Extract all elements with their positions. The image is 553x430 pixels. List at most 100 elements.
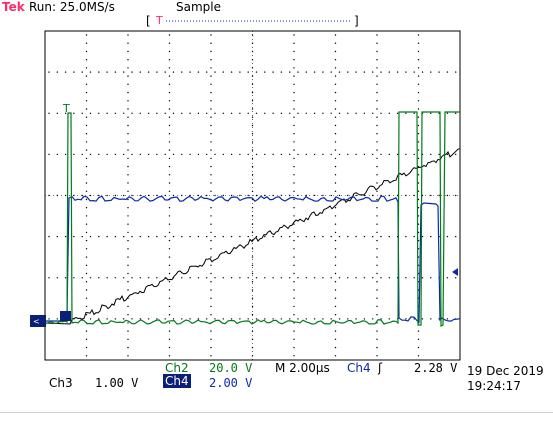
grid-dot bbox=[255, 71, 258, 73]
grid-dot bbox=[255, 153, 258, 156]
grid-dot bbox=[438, 153, 440, 156]
grid-dot bbox=[376, 182, 378, 184]
grid-dot bbox=[147, 235, 150, 238]
grid-dot bbox=[334, 289, 337, 291]
grid-dot bbox=[297, 277, 299, 279]
ch3-ramp-trace bbox=[44, 148, 461, 325]
grid-dot bbox=[131, 71, 133, 73]
grid-dot bbox=[85, 215, 88, 217]
grid-dot bbox=[334, 83, 337, 86]
grid-dot bbox=[293, 215, 295, 217]
grid-dot bbox=[421, 71, 424, 73]
grid-dot bbox=[197, 112, 200, 115]
grid-dot bbox=[56, 235, 58, 238]
grid-dot bbox=[251, 272, 254, 275]
grid-dot bbox=[210, 330, 212, 332]
grid-dot bbox=[372, 235, 374, 238]
grid-dot bbox=[455, 194, 457, 197]
grid-dot bbox=[334, 207, 337, 209]
grid-dot bbox=[85, 330, 88, 332]
grid-dot bbox=[322, 194, 324, 197]
grid-dot bbox=[330, 112, 332, 115]
grid-dot bbox=[413, 194, 415, 197]
grid-dot bbox=[455, 112, 457, 115]
grid-dot bbox=[405, 112, 407, 115]
ch4-scale: 2.00 V bbox=[209, 376, 253, 390]
grid-dot bbox=[210, 174, 212, 176]
grid-dot bbox=[330, 194, 332, 197]
grid-dot bbox=[334, 91, 337, 94]
grid-dot bbox=[210, 223, 212, 225]
grid-dot bbox=[81, 112, 83, 115]
grid-dot bbox=[334, 190, 337, 192]
grid-dot bbox=[131, 112, 133, 115]
grid-dot bbox=[334, 305, 337, 308]
grid-dot bbox=[334, 42, 337, 44]
grid-dot bbox=[181, 71, 183, 73]
ch3-ground-marker[interactable]: < bbox=[30, 315, 46, 327]
grid-dot bbox=[168, 108, 171, 110]
grid-dot bbox=[168, 75, 171, 77]
grid-dot bbox=[430, 71, 432, 73]
grid-dot bbox=[455, 71, 457, 73]
grid-dot bbox=[131, 235, 133, 238]
grid-dot bbox=[376, 174, 378, 176]
grid-dot bbox=[123, 153, 125, 156]
grid-dot bbox=[251, 305, 254, 308]
grid-dot bbox=[210, 256, 212, 258]
grid-dot bbox=[347, 277, 349, 279]
trigger-position-bracket: [ ] T bbox=[146, 14, 359, 28]
grid-dot bbox=[347, 153, 349, 156]
grid-dot bbox=[417, 157, 420, 160]
grid-dot bbox=[313, 194, 316, 197]
grid-dot bbox=[164, 153, 166, 156]
grid-dot bbox=[197, 194, 200, 197]
grid-dot bbox=[106, 194, 108, 197]
grid-dot bbox=[334, 215, 337, 217]
ch2-scale: 20.0 V bbox=[209, 361, 253, 375]
grid-dot bbox=[355, 277, 357, 279]
grid-dot bbox=[239, 194, 241, 197]
grid-dot bbox=[251, 264, 254, 266]
grid-dot bbox=[89, 71, 92, 73]
grid-dot bbox=[123, 71, 125, 73]
grid-dot bbox=[85, 223, 88, 225]
grid-dot bbox=[210, 34, 212, 36]
grid-dot bbox=[127, 198, 129, 201]
grid-dot bbox=[210, 108, 212, 110]
grid-dot bbox=[127, 133, 129, 135]
grid-dot bbox=[417, 59, 420, 61]
grid-dot bbox=[405, 277, 407, 279]
grid-dot bbox=[127, 281, 129, 283]
grid-dot bbox=[251, 223, 254, 225]
grid-dot bbox=[255, 277, 258, 279]
grid-dot bbox=[272, 277, 274, 279]
grid-dot bbox=[251, 124, 254, 127]
grid-dot bbox=[280, 277, 283, 279]
grid-dot bbox=[81, 194, 83, 197]
grid-dot bbox=[230, 235, 233, 238]
grid-dot bbox=[293, 157, 295, 160]
grid-dot bbox=[164, 71, 166, 73]
grid-dot bbox=[293, 50, 295, 53]
grid-dot bbox=[338, 194, 341, 197]
grid-dot bbox=[380, 71, 382, 73]
grid-dot bbox=[322, 153, 324, 156]
grid-dot bbox=[156, 235, 158, 238]
grid-dot bbox=[446, 71, 449, 73]
grid-dot bbox=[168, 100, 171, 102]
grid-dot bbox=[197, 153, 200, 156]
grid-dot bbox=[376, 141, 378, 143]
grid-dot bbox=[376, 124, 378, 127]
trigger-level-arrow[interactable] bbox=[452, 268, 458, 276]
grid-dot bbox=[127, 165, 129, 168]
grid-dot bbox=[251, 157, 254, 160]
grid-dot bbox=[363, 318, 366, 320]
grid-dot bbox=[85, 100, 88, 102]
grid-dot bbox=[417, 223, 420, 225]
grid-dot bbox=[417, 91, 420, 94]
ch4-ground-marker[interactable] bbox=[60, 311, 71, 321]
grid-dot bbox=[293, 330, 295, 332]
grid-dot bbox=[168, 330, 171, 332]
grid-dot bbox=[123, 194, 125, 197]
